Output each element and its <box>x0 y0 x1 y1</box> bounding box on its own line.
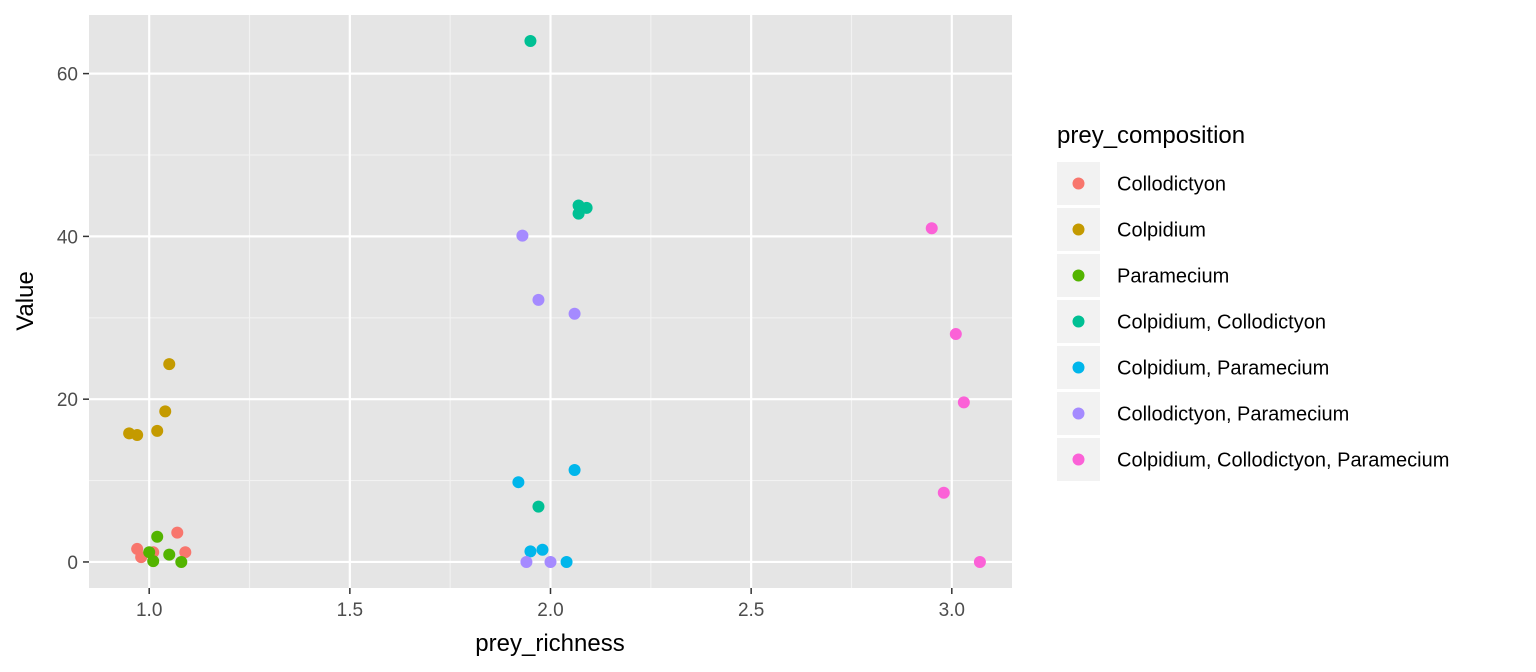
y-tick-label: 60 <box>57 65 78 86</box>
data-point <box>171 526 184 539</box>
legend-swatch <box>1072 361 1085 374</box>
data-point <box>560 555 573 568</box>
y-tick-label: 0 <box>67 553 78 574</box>
x-tick-label: 2.0 <box>537 600 563 621</box>
legend-swatch <box>1072 223 1085 236</box>
legend-swatch <box>1072 407 1085 420</box>
data-point <box>957 396 970 409</box>
data-point <box>532 500 545 513</box>
y-axis-ticks: 0 20 40 60 <box>57 65 89 574</box>
data-point <box>179 546 192 559</box>
data-point <box>536 543 549 556</box>
legend-swatch <box>1072 453 1085 466</box>
data-point <box>544 555 557 568</box>
data-point <box>147 555 160 568</box>
legend-swatch <box>1072 269 1085 282</box>
data-point <box>159 405 172 418</box>
legend-label: Colpidium, Collodictyon, Paramecium <box>1117 450 1449 472</box>
data-point <box>151 530 164 543</box>
x-tick-label: 2.5 <box>738 600 764 621</box>
legend-label: Colpidium, Collodictyon <box>1117 312 1326 334</box>
legend-label: Colpidium, Paramecium <box>1117 358 1329 380</box>
data-point <box>580 201 593 214</box>
y-axis-title: Value <box>12 271 39 331</box>
data-point <box>131 428 144 441</box>
data-point <box>949 328 962 341</box>
data-point <box>512 476 525 489</box>
data-point <box>143 546 156 559</box>
data-point <box>973 555 986 568</box>
legend-label: Collodictyon, Paramecium <box>1117 404 1349 426</box>
x-axis-title: prey_richness <box>475 630 624 657</box>
data-point <box>524 35 537 48</box>
data-point <box>175 555 188 568</box>
grid-lines <box>89 15 1012 588</box>
x-tick-label: 3.0 <box>939 600 965 621</box>
y-tick-label: 40 <box>57 227 78 248</box>
data-point <box>568 463 581 476</box>
x-tick-label: 1.0 <box>136 600 162 621</box>
data-point <box>520 555 533 568</box>
x-axis-ticks: 1.0 1.5 2.0 2.5 3.0 <box>136 588 965 621</box>
data-point <box>532 293 545 306</box>
legend-label: Paramecium <box>1117 266 1229 288</box>
legend-label: Colpidium <box>1117 220 1206 242</box>
data-point <box>163 358 176 371</box>
data-point <box>925 222 938 235</box>
legend-swatch <box>1072 177 1085 190</box>
data-point <box>516 229 529 242</box>
data-points <box>123 35 986 568</box>
legend-swatch <box>1072 315 1085 328</box>
data-point <box>937 486 950 499</box>
data-point <box>568 307 581 320</box>
legend-label: Collodictyon <box>1117 174 1226 196</box>
data-point <box>151 424 164 437</box>
legend: prey_composition Collodictyon Colpidium Pa… <box>1057 122 1449 481</box>
legend-items: Collodictyon Colpidium Paramecium Colpidium… <box>1057 162 1449 481</box>
legend-title: prey_composition <box>1057 122 1245 149</box>
data-point <box>163 548 176 561</box>
y-tick-label: 20 <box>57 390 78 411</box>
x-tick-label: 1.5 <box>337 600 363 621</box>
data-point <box>524 545 537 558</box>
